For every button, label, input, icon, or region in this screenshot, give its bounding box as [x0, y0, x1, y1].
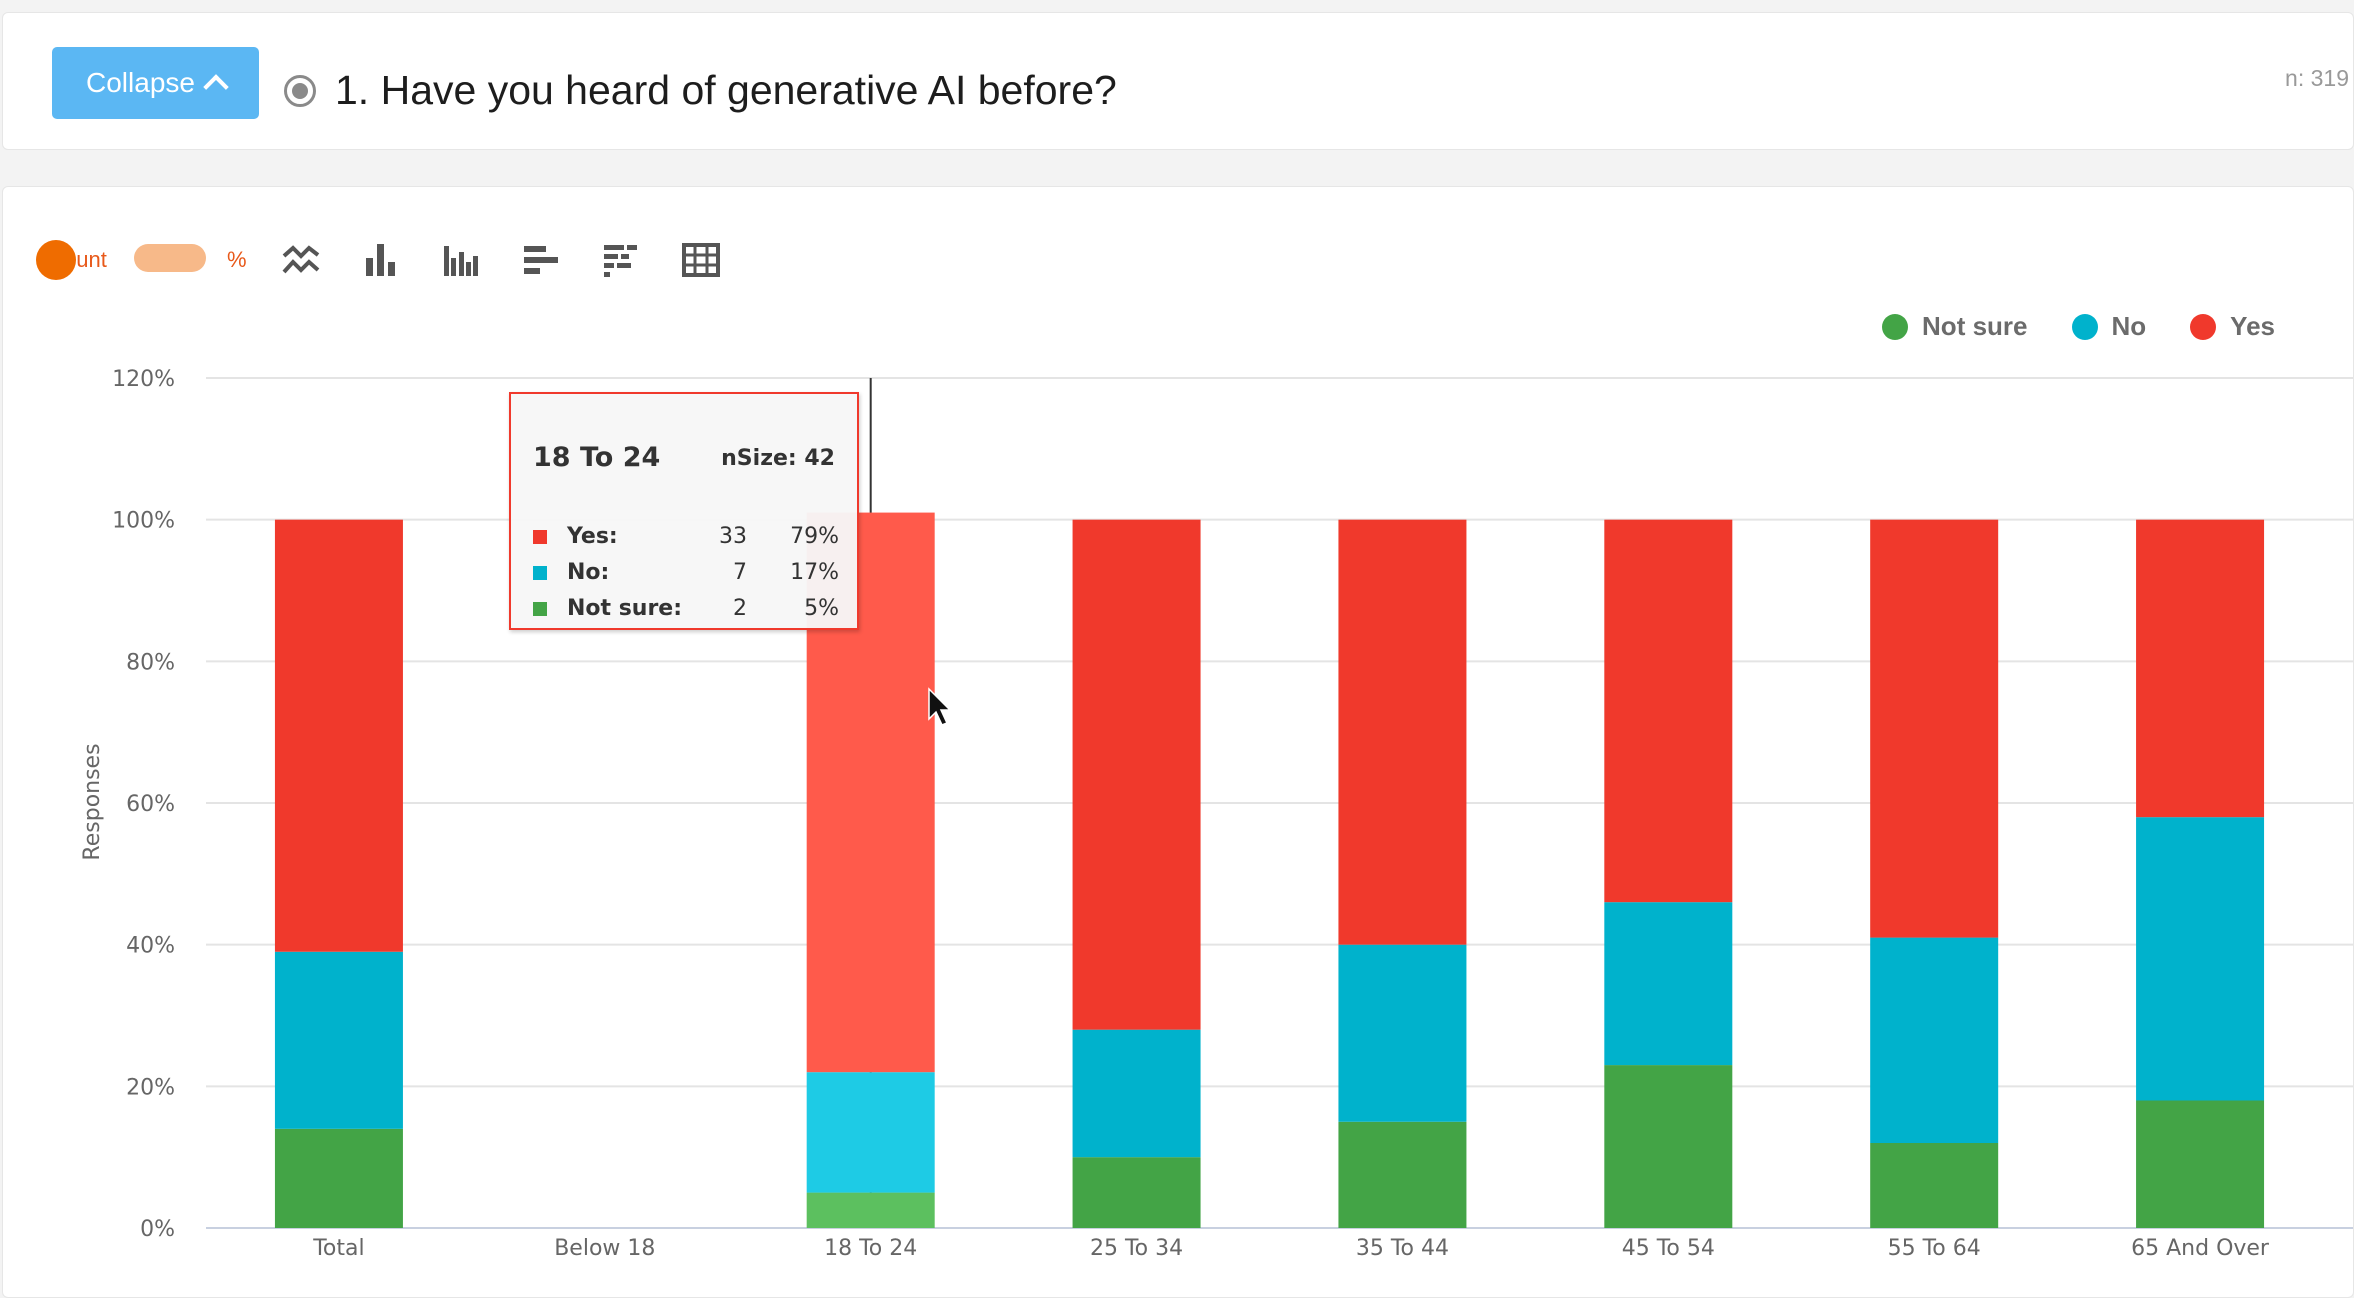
legend-item-yes[interactable]: Yes: [2190, 311, 2275, 342]
tooltip-count-not-sure: 2: [733, 596, 747, 621]
bar-segment-no[interactable]: [1338, 944, 1467, 1122]
x-tick-label: 18 To 24: [824, 1236, 917, 1261]
legend-label-not-sure: Not sure: [1922, 311, 2028, 341]
chevron-up-icon: [203, 74, 229, 100]
tooltip-row-no: No: 7 17%: [533, 558, 839, 588]
bar-segment-no[interactable]: [2136, 817, 2265, 1101]
bar-segment-no[interactable]: [806, 1072, 935, 1193]
y-tick-label: 20%: [126, 1075, 175, 1100]
line-chart-icon[interactable]: [281, 240, 321, 280]
legend-dot-yes: [2190, 313, 2217, 340]
tooltip-label-no: No:: [567, 560, 610, 585]
tooltip-pct-not-sure: 5%: [804, 596, 839, 621]
x-tick-label: Below 18: [554, 1236, 655, 1261]
collapse-button[interactable]: Collapse: [52, 47, 259, 119]
stacked-horizontal-bar-icon[interactable]: [601, 240, 641, 280]
bar-segment-not-sure[interactable]: [806, 1192, 935, 1228]
radio-question-icon: [284, 75, 316, 107]
legend-label-yes: Yes: [2230, 311, 2275, 341]
tooltip-count-yes: 33: [719, 524, 747, 549]
stacked-bar-chart: 0% 20% 40% 60% 80% 100% 120% Responses Total Belo…: [80, 367, 2353, 1261]
tooltip-row-yes: Yes: 33 79%: [533, 522, 839, 552]
tooltip-pct-no: 17%: [790, 560, 839, 585]
tooltip-label-yes: Yes:: [567, 524, 618, 549]
bar-segment-yes[interactable]: [1072, 519, 1201, 1030]
horizontal-bar-chart-icon[interactable]: [521, 240, 561, 280]
tooltip-row-not-sure: Not sure: 2 5%: [533, 594, 839, 624]
legend-label-no: No: [2111, 311, 2147, 341]
y-axis-label: Responses: [80, 743, 105, 860]
x-tick-label: 55 To 64: [1888, 1236, 1981, 1261]
question-title: 1. Have you heard of generative AI befor…: [335, 67, 1117, 113]
percent-label: %: [227, 247, 247, 272]
bar-segment-no[interactable]: [274, 951, 403, 1129]
bar-segment-no[interactable]: [1870, 937, 1999, 1143]
x-tick-label: Total: [312, 1236, 364, 1261]
tooltip-swatch-no: [533, 566, 547, 580]
legend-dot-no: [2071, 313, 2098, 340]
toggle-knob[interactable]: [36, 240, 76, 280]
y-tick-label: 80%: [126, 650, 175, 675]
y-tick-label: 40%: [126, 934, 175, 959]
table-icon[interactable]: [681, 240, 721, 280]
sample-size: n: 319: [2285, 65, 2349, 91]
question-header: Collapse 1. Have you heard of generative…: [2, 12, 2354, 150]
bar-segment-not-sure[interactable]: [2136, 1100, 2265, 1229]
y-tick-label: 120%: [112, 367, 175, 392]
tooltip-count-no: 7: [733, 560, 747, 585]
tooltip-swatch-yes: [533, 530, 547, 544]
bar-segment-no[interactable]: [1604, 902, 1733, 1066]
bar-segment-not-sure[interactable]: [1072, 1157, 1201, 1228]
tooltip-nsize: nSize: 42: [721, 446, 835, 471]
y-tick-label: 100%: [112, 509, 175, 534]
x-tick-label: 65 And Over: [2131, 1236, 2270, 1261]
collapse-button-label: Collapse: [86, 67, 195, 98]
bar-segment-yes[interactable]: [1870, 519, 1999, 938]
chart-legend: Not sure No Yes: [1882, 311, 2275, 342]
bar-segment-no[interactable]: [1072, 1029, 1201, 1158]
tooltip-pct-yes: 79%: [790, 524, 839, 549]
y-tick-label: 0%: [140, 1217, 175, 1242]
tooltip-swatch-not-sure: [533, 602, 547, 616]
bar-segment-yes[interactable]: [274, 519, 403, 952]
tooltip-label-not-sure: Not sure:: [567, 596, 683, 621]
bar-chart-icon[interactable]: [361, 240, 401, 280]
x-tick-label: 25 To 34: [1090, 1236, 1183, 1261]
bar-segment-not-sure[interactable]: [1604, 1065, 1733, 1228]
count-percent-toggle[interactable]: [134, 244, 206, 272]
x-tick-label: 35 To 44: [1356, 1236, 1449, 1261]
bar-segment-yes[interactable]: [2136, 519, 2265, 818]
bar-segment-not-sure[interactable]: [1338, 1121, 1467, 1228]
y-tick-label: 60%: [126, 792, 175, 817]
legend-item-no[interactable]: No: [2071, 311, 2147, 342]
bar-segment-not-sure[interactable]: [274, 1128, 403, 1228]
grouped-bar-chart-icon[interactable]: [441, 240, 481, 280]
bar-segment-yes[interactable]: [1338, 519, 1467, 945]
x-tick-label: 45 To 54: [1622, 1236, 1715, 1261]
legend-item-not-sure[interactable]: Not sure: [1882, 311, 2028, 342]
tooltip-title: 18 To 24: [533, 442, 661, 473]
chart-tooltip: 18 To 24 nSize: 42 Yes: 33 79% No: 7 17%…: [509, 392, 859, 630]
legend-dot-not-sure: [1882, 313, 1909, 340]
bar-segment-yes[interactable]: [1604, 519, 1733, 903]
mouse-cursor-icon: [928, 687, 952, 726]
bar-segment-not-sure[interactable]: [1870, 1143, 1999, 1228]
chart-card: count % Not sure: [2, 186, 2354, 1298]
